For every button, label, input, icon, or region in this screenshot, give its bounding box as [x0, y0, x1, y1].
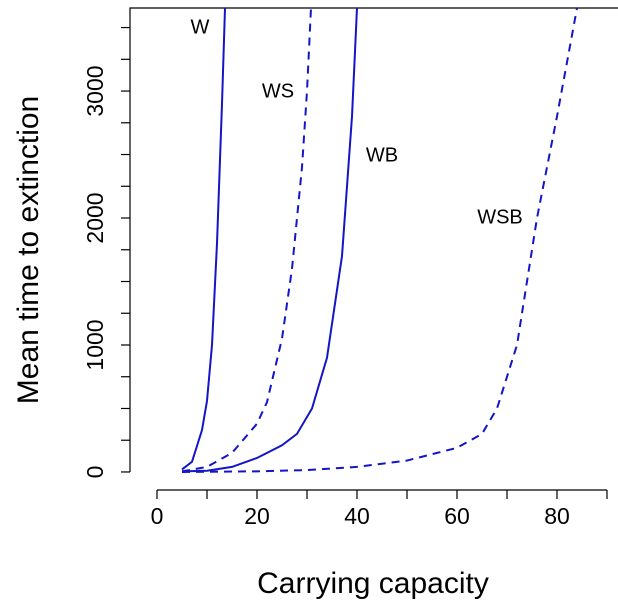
series-label: WB — [366, 144, 398, 166]
y-tick-label: 2000 — [82, 192, 108, 243]
series-line — [181, 8, 312, 473]
series-line — [181, 8, 578, 473]
x-tick-label: 60 — [444, 503, 470, 529]
series-label: W — [191, 16, 210, 38]
x-tick-label: 40 — [344, 503, 370, 529]
y-tick-label: 3000 — [82, 65, 108, 116]
y-axis-label: Mean time to extinction — [12, 96, 45, 404]
series-line — [181, 8, 226, 471]
series-line — [181, 8, 358, 473]
x-tick-label: 0 — [151, 503, 164, 529]
y-tick-label: 1000 — [82, 319, 108, 370]
series-label: WS — [262, 80, 294, 102]
plot-area — [181, 8, 578, 473]
series-label: WSB — [477, 206, 523, 228]
plot-frame — [129, 7, 618, 472]
x-tick-label: 20 — [244, 503, 270, 529]
y-tick-label: 0 — [82, 466, 108, 479]
x-tick-label: 80 — [544, 503, 570, 529]
x-axis-label: Carrying capacity — [257, 567, 489, 600]
